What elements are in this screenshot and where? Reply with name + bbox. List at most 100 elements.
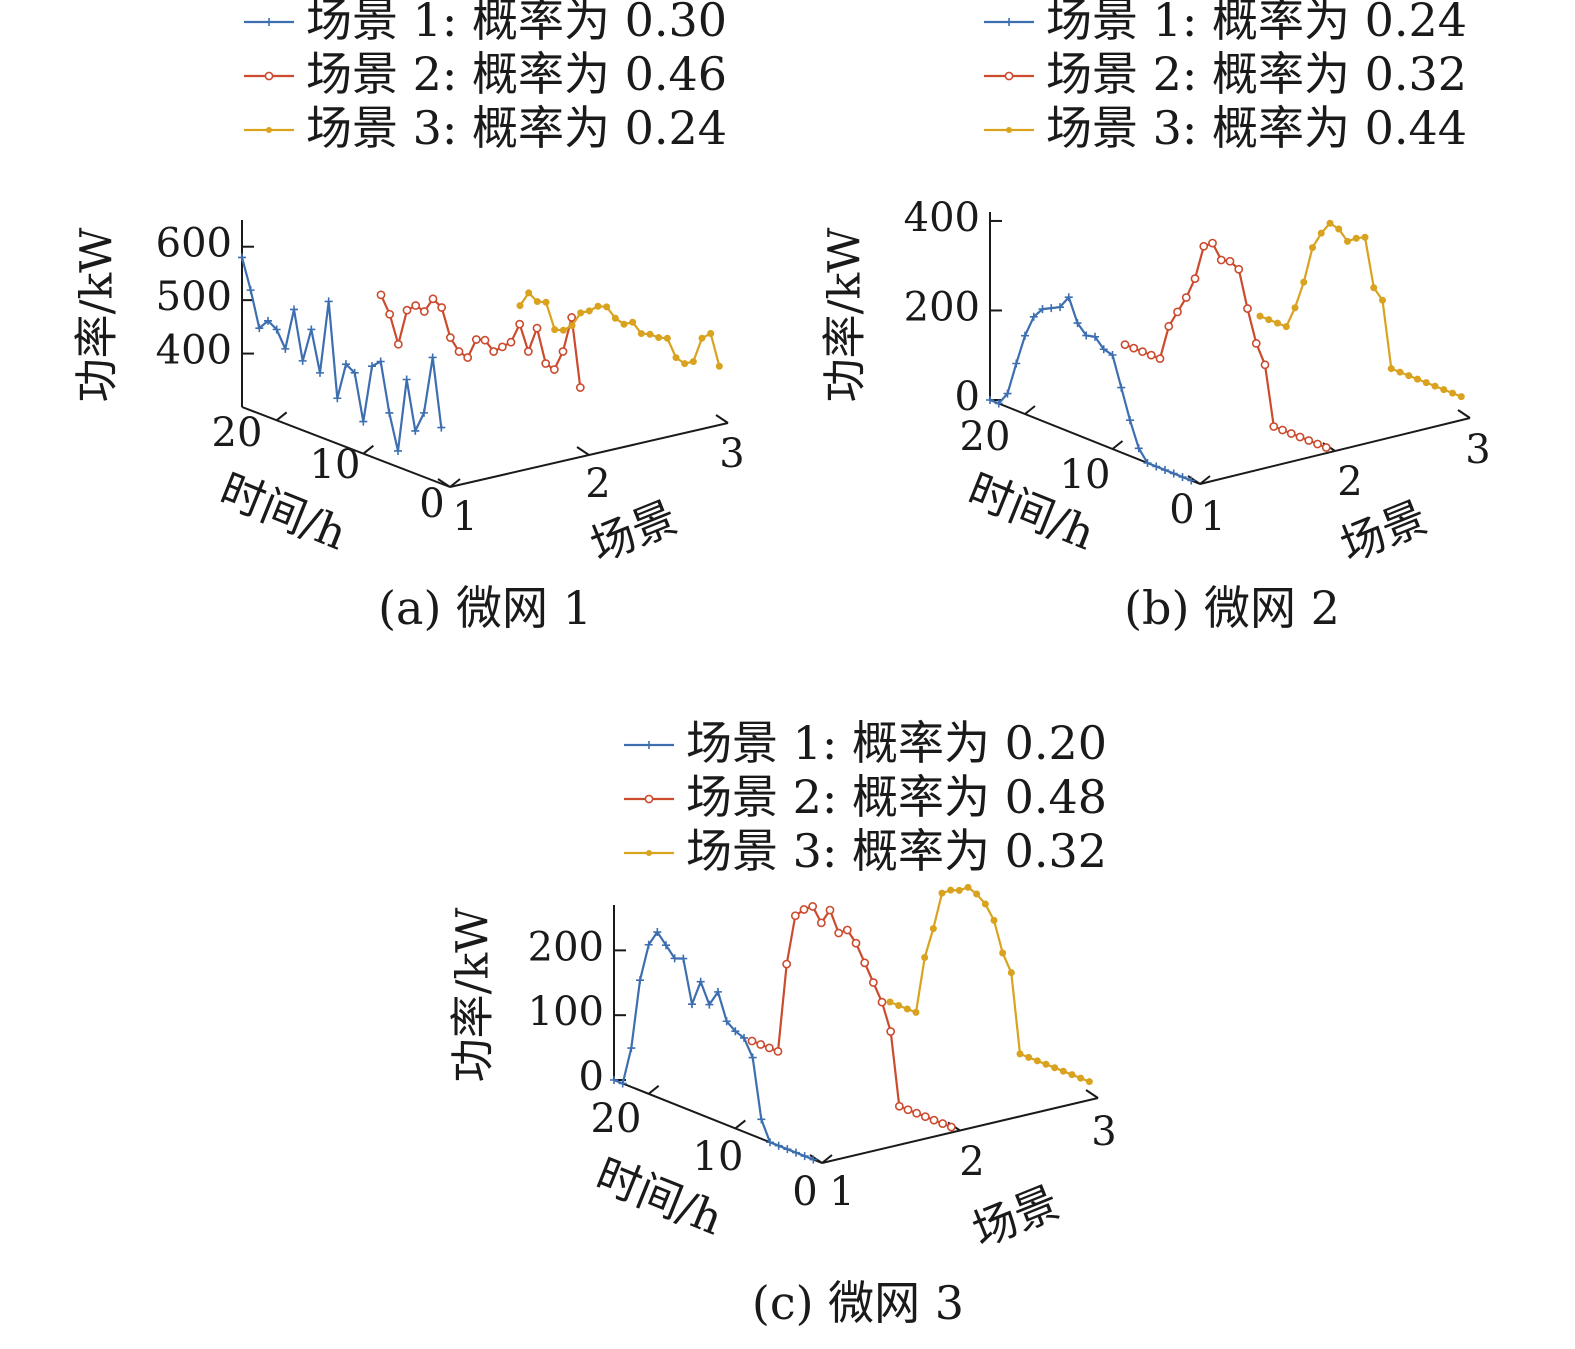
data-point	[1370, 284, 1378, 292]
data-point	[1077, 1074, 1085, 1082]
data-point	[1064, 293, 1073, 302]
data-point	[316, 368, 324, 377]
scenario-tick-mark	[715, 414, 729, 424]
panel-caption: (a) 微网 1	[378, 581, 592, 635]
data-point	[368, 362, 376, 371]
data-point	[938, 1119, 948, 1128]
data-point	[655, 334, 663, 342]
data-point	[359, 417, 368, 426]
time-tick-label: 0	[1169, 487, 1194, 533]
data-point	[1042, 1060, 1050, 1068]
data-point	[756, 1040, 766, 1049]
data-point	[646, 330, 654, 338]
z-tick-label: 200	[904, 284, 980, 330]
data-point	[1169, 469, 1178, 478]
z-tick-label: 500	[156, 274, 232, 320]
data-point	[670, 954, 679, 963]
data-point	[1317, 229, 1325, 237]
data-point	[1449, 389, 1456, 397]
scenario-tick-label: 1	[829, 1169, 854, 1215]
data-point	[1056, 303, 1064, 312]
data-point	[964, 883, 972, 891]
data-point	[264, 316, 272, 325]
data-point	[1082, 331, 1091, 340]
data-point	[1091, 332, 1099, 341]
data-point	[1126, 416, 1134, 425]
data-point	[281, 344, 290, 353]
data-point	[1405, 372, 1413, 380]
data-point	[990, 916, 998, 924]
data-point	[445, 333, 455, 342]
data-point	[1073, 319, 1082, 328]
data-point	[1291, 304, 1299, 312]
data-point	[611, 314, 619, 322]
data-point	[324, 297, 333, 306]
data-point	[1155, 354, 1165, 364]
data-point	[515, 319, 525, 329]
data-point	[1256, 312, 1264, 320]
data-point	[1190, 274, 1200, 284]
legend-label-3: 场景 3: 概率为 0.44	[1046, 101, 1467, 155]
data-point	[1335, 225, 1343, 233]
data-point	[1099, 345, 1108, 354]
data-point	[644, 940, 653, 949]
data-point	[577, 309, 585, 317]
legend-label-1: 场景 1: 概率为 0.20	[686, 716, 1107, 770]
data-point	[559, 326, 567, 334]
data-point	[1321, 443, 1331, 452]
data-point	[1007, 969, 1015, 977]
data-point	[1143, 459, 1152, 467]
data-point	[1234, 264, 1244, 274]
data-point	[955, 886, 963, 894]
data-point	[1344, 237, 1351, 245]
data-point	[1187, 476, 1196, 485]
data-point	[757, 1115, 766, 1124]
data-point	[1029, 312, 1038, 321]
data-point	[636, 976, 644, 985]
data-point	[903, 1005, 911, 1013]
data-point	[290, 305, 298, 314]
data-point	[350, 368, 359, 377]
data-point	[920, 1112, 930, 1122]
data-point	[1326, 219, 1334, 227]
data-point	[575, 383, 585, 392]
data-point	[792, 1148, 800, 1157]
data-point	[672, 354, 680, 362]
scenario-tick-mark	[1085, 1089, 1099, 1099]
scenario-tick-mark	[1457, 409, 1471, 419]
data-point	[809, 1155, 818, 1164]
data-point	[1396, 368, 1404, 376]
data-point	[886, 998, 894, 1006]
data-point	[1243, 304, 1252, 313]
time-tick-label: 0	[419, 481, 444, 527]
data-point	[393, 339, 403, 349]
data-point	[1059, 1067, 1067, 1075]
data-point	[1129, 343, 1139, 353]
data-point	[1414, 375, 1421, 383]
data-point	[298, 356, 307, 365]
data-point	[1260, 360, 1270, 370]
data-point	[1085, 1078, 1093, 1086]
data-point	[585, 307, 593, 315]
data-point	[1225, 256, 1235, 266]
data-point	[428, 353, 437, 362]
data-point	[681, 360, 689, 368]
data-point	[1313, 439, 1322, 449]
legend-marker	[266, 127, 272, 133]
data-point	[877, 997, 887, 1007]
data-point	[766, 1138, 774, 1147]
time-tick-mark	[1199, 475, 1211, 485]
data-point	[1051, 1064, 1059, 1072]
legend-label-3: 场景 3: 概率为 0.32	[686, 824, 1107, 878]
data-point	[238, 253, 246, 262]
data-point	[437, 423, 446, 432]
data-point	[886, 1027, 896, 1036]
time-tick-mark	[734, 1119, 746, 1130]
data-point	[1269, 422, 1279, 431]
data-point	[618, 1079, 627, 1088]
z-tick-label: 400	[156, 328, 232, 374]
data-point	[1457, 393, 1465, 401]
z-tick-label: 200	[528, 924, 604, 970]
